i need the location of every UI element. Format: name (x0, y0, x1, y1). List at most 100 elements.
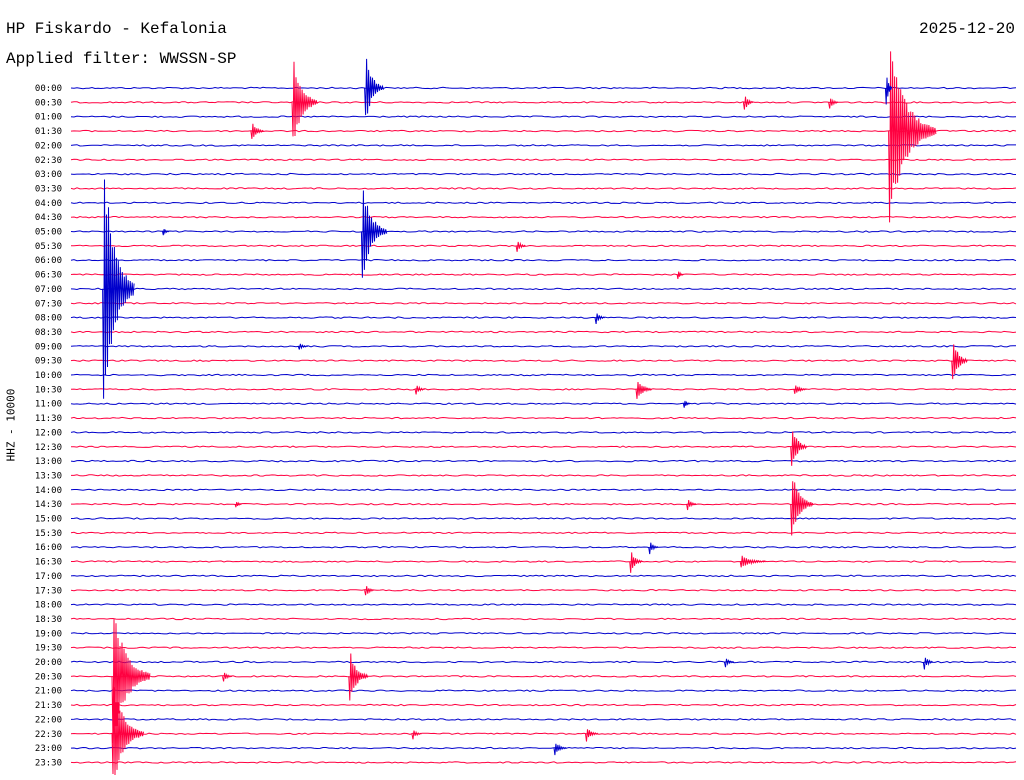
time-label: 04:00 (35, 199, 62, 209)
time-label: 23:30 (35, 758, 62, 768)
time-label: 20:00 (35, 658, 62, 668)
seismic-traces (70, 86, 1017, 764)
time-label: 16:30 (35, 558, 62, 568)
time-label: 03:30 (35, 184, 62, 194)
time-label: 11:00 (35, 400, 62, 410)
time-label: 14:00 (35, 486, 62, 496)
trace-line (70, 388, 1017, 391)
event-waveform (629, 552, 643, 573)
trace-line (70, 215, 1017, 219)
time-label: 19:00 (35, 629, 62, 639)
trace-line (70, 258, 1017, 262)
time-label: 02:00 (35, 141, 62, 151)
event-waveform (250, 123, 264, 139)
event-waveform (790, 481, 814, 536)
trace-line (70, 287, 1017, 291)
event-waveform (951, 344, 968, 380)
filter-label: Applied filter: WWSSN-SP (6, 50, 237, 68)
event-waveform (102, 179, 135, 399)
time-label: 23:00 (35, 744, 62, 754)
event-waveform (360, 190, 388, 278)
trace-line (70, 345, 1017, 348)
trace-line (70, 230, 1016, 233)
time-label: 19:30 (35, 644, 62, 654)
time-label: 09:30 (35, 357, 62, 367)
trace-line (70, 531, 1017, 535)
event-waveform (414, 385, 425, 395)
trace-line (70, 660, 1017, 664)
trace-line (70, 732, 1017, 735)
event-waveform (348, 653, 369, 701)
trace-line (70, 703, 1017, 707)
trace-line (70, 589, 1017, 592)
trace-line (70, 761, 1017, 764)
event-waveform (922, 657, 934, 670)
time-label: 17:00 (35, 572, 62, 582)
event-waveform (793, 385, 807, 394)
time-label: 12:30 (35, 443, 62, 453)
time-label: 12:00 (35, 428, 62, 438)
time-label: 16:00 (35, 543, 62, 553)
trace-line (70, 545, 1017, 549)
time-label: 08:00 (35, 314, 62, 324)
time-label: 06:30 (35, 271, 62, 281)
time-label: 21:00 (35, 687, 62, 697)
time-label: 02:30 (35, 156, 62, 166)
trace-line (70, 689, 1016, 692)
trace-line (70, 316, 1017, 319)
event-waveform (234, 501, 242, 508)
time-label: 13:30 (35, 471, 62, 481)
time-label: 01:00 (35, 113, 62, 123)
station-title: HP Fiskardo - Kefalonia (6, 20, 227, 38)
time-label: 05:00 (35, 228, 62, 238)
event-waveform (686, 500, 697, 511)
trace-line (70, 187, 1017, 190)
event-waveform (162, 228, 170, 236)
trace-line (71, 474, 1017, 477)
time-label: 21:30 (35, 701, 62, 711)
event-waveform (111, 619, 151, 744)
trace-line (71, 560, 1016, 563)
plot-date: 2025-12-20 (918, 20, 1015, 38)
time-label: 18:30 (35, 615, 62, 625)
trace-line (70, 746, 1017, 750)
event-waveform (790, 431, 807, 466)
time-label: 10:30 (35, 385, 62, 395)
event-waveform (742, 96, 754, 110)
trace-line (70, 129, 1017, 133)
trace-line (70, 617, 1017, 621)
event-waveform (111, 687, 145, 776)
event-waveform (222, 672, 233, 682)
event-waveform (739, 555, 766, 568)
time-label: 01:30 (35, 127, 62, 137)
trace-line (71, 244, 1017, 248)
time-label: 04:30 (35, 213, 62, 223)
event-waveform (515, 241, 526, 252)
event-waveform (884, 77, 893, 105)
trace-line (70, 201, 1017, 205)
time-label: 11:30 (35, 414, 62, 424)
time-label: 18:00 (35, 601, 62, 611)
time-label: 03:00 (35, 170, 62, 180)
trace-line (70, 445, 1017, 448)
event-waveform (291, 61, 318, 137)
trace-line (70, 488, 1017, 492)
trace-line (70, 273, 1017, 276)
event-waveform (297, 343, 309, 350)
time-label: 10:00 (35, 371, 62, 381)
event-waveform (648, 542, 659, 555)
trace-line (70, 603, 1017, 606)
trace-line (70, 718, 1017, 721)
time-label: 14:30 (35, 500, 62, 510)
time-label: 07:00 (35, 285, 62, 295)
time-label: 20:30 (35, 672, 62, 682)
time-label: 13:00 (35, 457, 62, 467)
trace-line (70, 416, 1017, 420)
time-label: 06:00 (35, 256, 62, 266)
event-waveform (676, 271, 684, 279)
time-label: 15:00 (35, 515, 62, 525)
trace-line (70, 144, 1016, 147)
trace-line (70, 373, 1017, 377)
trace-line (70, 517, 1017, 520)
